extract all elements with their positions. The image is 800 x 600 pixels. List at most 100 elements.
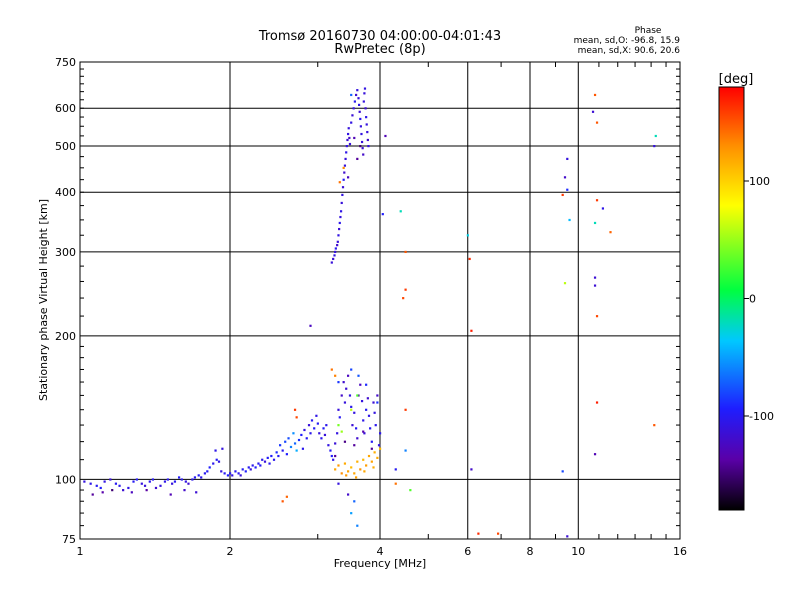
colorbar-label: [deg] bbox=[719, 72, 754, 87]
data-point bbox=[340, 472, 343, 475]
data-point bbox=[496, 532, 500, 535]
data-point bbox=[143, 484, 147, 487]
data-point bbox=[95, 484, 98, 487]
data-point bbox=[118, 484, 121, 487]
data-point bbox=[404, 408, 407, 411]
data-point bbox=[226, 474, 230, 477]
data-point bbox=[354, 93, 358, 97]
data-point bbox=[348, 136, 351, 140]
data-point bbox=[370, 460, 373, 463]
data-point bbox=[166, 478, 169, 481]
data-point bbox=[409, 489, 412, 492]
data-point bbox=[341, 193, 344, 197]
data-point bbox=[336, 244, 339, 247]
data-point bbox=[363, 92, 366, 95]
data-point bbox=[354, 427, 358, 430]
data-point bbox=[251, 464, 254, 467]
data-point bbox=[336, 240, 339, 243]
data-point bbox=[595, 199, 599, 202]
data-point bbox=[365, 123, 368, 126]
data-point bbox=[360, 140, 364, 144]
data-point bbox=[266, 456, 269, 459]
data-point bbox=[316, 422, 319, 425]
data-point bbox=[365, 116, 368, 119]
data-point bbox=[334, 250, 337, 254]
data-point bbox=[263, 460, 267, 463]
data-point bbox=[91, 493, 94, 496]
colorbar-tick-label: 100 bbox=[749, 175, 770, 188]
data-point bbox=[363, 432, 366, 435]
data-point bbox=[259, 464, 262, 467]
data-point bbox=[195, 491, 198, 494]
data-point bbox=[289, 445, 293, 449]
data-point bbox=[356, 89, 359, 92]
data-point bbox=[148, 480, 151, 483]
data-point bbox=[270, 454, 273, 458]
data-point bbox=[177, 476, 181, 479]
data-point bbox=[334, 374, 337, 377]
data-point bbox=[339, 215, 342, 219]
data-point bbox=[293, 408, 297, 411]
data-point bbox=[343, 171, 346, 174]
data-point bbox=[353, 472, 356, 475]
data-point bbox=[261, 458, 264, 461]
phase-stats-o: mean, sd,O: -96.8, 15.9 bbox=[574, 36, 681, 46]
data-point bbox=[591, 110, 595, 113]
data-point bbox=[171, 482, 174, 485]
data-point bbox=[327, 444, 330, 447]
data-point bbox=[360, 400, 364, 403]
data-point bbox=[208, 466, 211, 469]
data-point bbox=[404, 449, 407, 452]
data-point bbox=[345, 474, 348, 477]
data-point bbox=[310, 419, 314, 422]
data-point bbox=[334, 247, 337, 250]
data-point bbox=[183, 489, 186, 492]
data-point bbox=[332, 458, 335, 461]
data-point bbox=[132, 480, 135, 483]
data-point bbox=[357, 374, 360, 377]
data-point bbox=[364, 107, 367, 110]
data-point bbox=[293, 442, 297, 445]
data-point bbox=[357, 103, 361, 107]
data-point bbox=[566, 188, 569, 191]
data-point bbox=[130, 491, 133, 494]
data-point bbox=[367, 414, 371, 417]
data-point bbox=[593, 453, 597, 456]
y-axis-label: Stationary phase Virtual Height [km] bbox=[37, 199, 50, 401]
y-tick-label: 600 bbox=[55, 102, 76, 115]
plot-area bbox=[79, 61, 681, 540]
data-point bbox=[346, 176, 350, 179]
x-tick-label: 6 bbox=[464, 545, 471, 558]
colorbar-ticks: 100 0 -100 bbox=[744, 175, 774, 423]
data-point bbox=[272, 458, 276, 461]
data-point bbox=[337, 424, 340, 427]
data-point bbox=[330, 454, 333, 458]
data-point bbox=[295, 416, 298, 419]
data-point bbox=[609, 231, 612, 234]
data-point bbox=[348, 394, 352, 397]
data-point bbox=[363, 87, 367, 90]
data-point bbox=[151, 478, 155, 481]
data-point bbox=[336, 432, 339, 435]
data-point bbox=[220, 470, 223, 473]
grid bbox=[80, 62, 680, 539]
y-tick-label: 750 bbox=[55, 56, 76, 69]
data-point bbox=[339, 210, 343, 213]
data-point bbox=[169, 493, 172, 496]
colorbar-tick-label: -100 bbox=[749, 410, 774, 423]
data-point bbox=[275, 451, 278, 454]
data-point bbox=[595, 315, 599, 318]
data-point bbox=[159, 484, 162, 487]
data-point bbox=[372, 466, 375, 469]
data-point bbox=[206, 470, 209, 473]
data-point bbox=[363, 470, 366, 473]
x-axis-label: Frequency [MHz] bbox=[334, 557, 426, 570]
data-point bbox=[362, 153, 365, 156]
data-point bbox=[654, 134, 657, 138]
data-point bbox=[593, 276, 597, 279]
data-point bbox=[122, 489, 125, 492]
data-point bbox=[346, 470, 350, 473]
data-point bbox=[154, 486, 158, 490]
data-point bbox=[360, 132, 363, 136]
data-point bbox=[359, 117, 362, 121]
